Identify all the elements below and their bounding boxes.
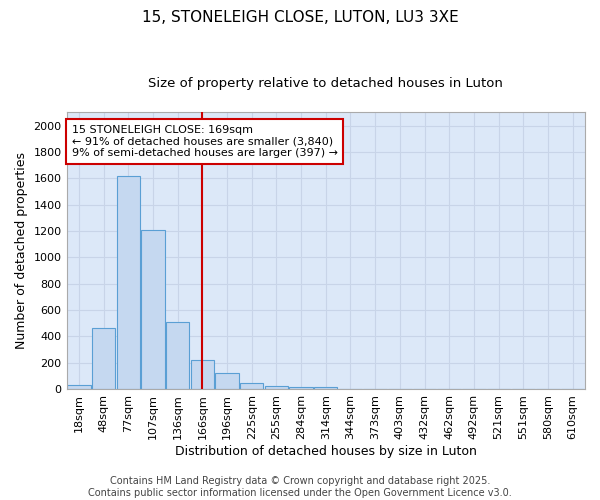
Text: 15, STONELEIGH CLOSE, LUTON, LU3 3XE: 15, STONELEIGH CLOSE, LUTON, LU3 3XE [142,10,458,25]
Bar [314,388,337,389]
Y-axis label: Number of detached properties: Number of detached properties [15,152,28,349]
Bar [191,360,214,389]
Title: Size of property relative to detached houses in Luton: Size of property relative to detached ho… [148,78,503,90]
Bar [265,386,288,389]
X-axis label: Distribution of detached houses by size in Luton: Distribution of detached houses by size … [175,444,477,458]
Bar [141,230,164,389]
Bar [116,176,140,389]
Text: 15 STONELEIGH CLOSE: 169sqm
← 91% of detached houses are smaller (3,840)
9% of s: 15 STONELEIGH CLOSE: 169sqm ← 91% of det… [72,125,338,158]
Text: Contains HM Land Registry data © Crown copyright and database right 2025.
Contai: Contains HM Land Registry data © Crown c… [88,476,512,498]
Bar [215,372,239,389]
Bar [92,328,115,389]
Bar [289,386,313,389]
Bar [240,383,263,389]
Bar [67,385,91,389]
Bar [166,322,190,389]
